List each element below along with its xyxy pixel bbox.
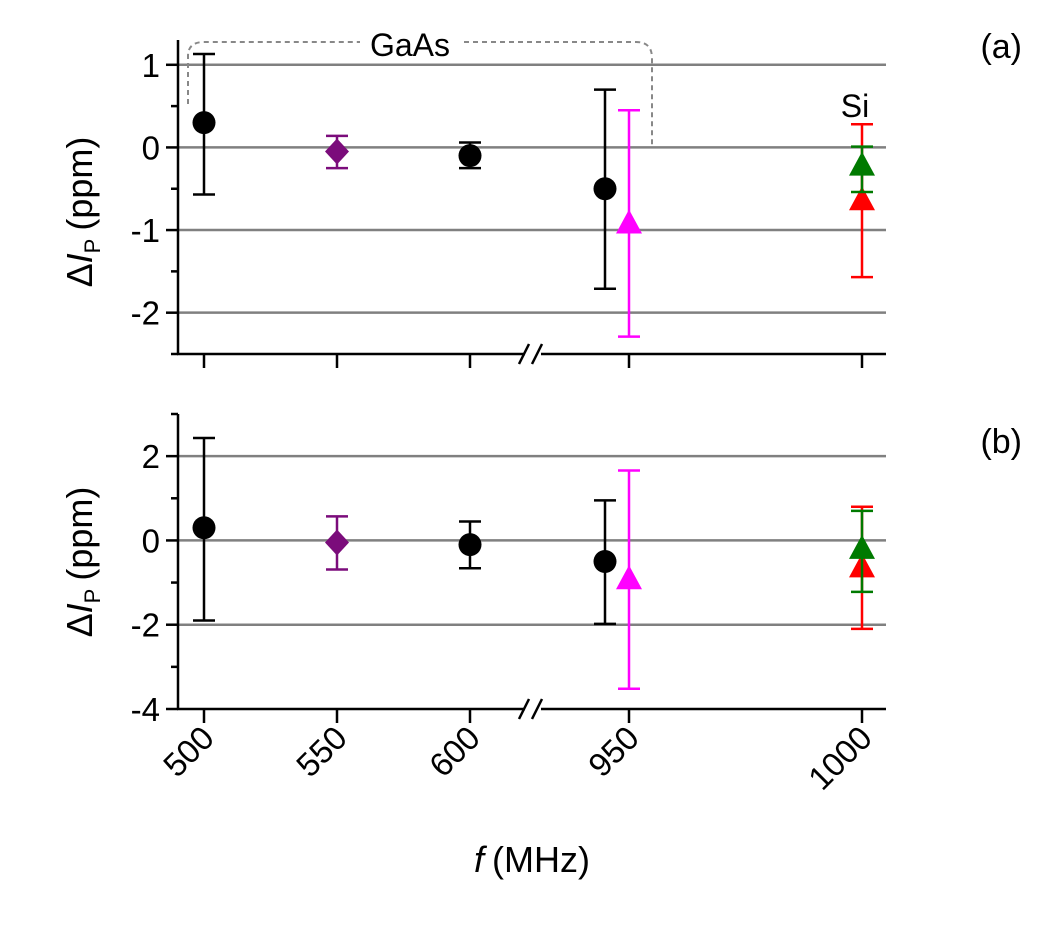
data-point — [616, 469, 642, 691]
y-title-delta: Δ — [59, 263, 100, 287]
marker-circle — [593, 177, 617, 201]
y-tick-label: 2 — [142, 438, 160, 475]
data-point — [616, 108, 642, 338]
axis-break-mark — [517, 698, 531, 720]
y-title-symbol: I — [59, 603, 100, 613]
y-tick-label: -2 — [131, 295, 160, 332]
y-title-unit: (ppm) — [59, 487, 100, 581]
y-tick-label: 1 — [142, 47, 160, 84]
gaas-bracket-line — [187, 41, 653, 148]
y-tick-label: 0 — [142, 522, 160, 559]
marker-triangle — [616, 209, 642, 234]
data-point — [593, 88, 617, 290]
data-point — [458, 141, 482, 170]
axis-break-mark — [517, 343, 531, 365]
data-point — [325, 515, 349, 571]
axis-break-mark — [530, 698, 544, 720]
panel-a: -2 -1 0 1 (a) Si GaAs ΔIP (ppm) — [59, 27, 1022, 368]
data-point — [325, 134, 349, 170]
y-ticks-b: -4 -2 0 2 — [131, 412, 178, 728]
data-points-b — [192, 436, 875, 691]
x-tick-label: 600 — [422, 719, 487, 784]
marker-triangle — [849, 151, 875, 176]
marker-circle — [192, 516, 216, 540]
panel-label-b: (b) — [980, 423, 1022, 461]
x-tick-label: 550 — [289, 719, 354, 784]
y-axis-title-b: ΔIP (ppm) — [59, 487, 105, 638]
si-annotation: Si — [841, 88, 869, 124]
marker-circle — [458, 533, 482, 557]
y-axis-title-a: ΔIP (ppm) — [59, 137, 105, 288]
marker-triangle — [849, 186, 875, 211]
x-tick-labels: 500 550 600 950 1000 — [156, 719, 879, 797]
axes-a — [176, 40, 886, 368]
gaas-label: GaAs — [370, 27, 450, 63]
y-title-sub: P — [80, 239, 105, 254]
x-tick-label: 500 — [156, 719, 221, 784]
panel-b: -4 -2 0 2 (b) ΔIP (ppm) — [59, 412, 1022, 728]
y-tick-label: -4 — [131, 691, 160, 728]
data-point — [458, 520, 482, 570]
x-tick-label: 950 — [581, 719, 646, 784]
marker-circle — [593, 550, 617, 573]
y-tick-label: -2 — [131, 607, 160, 644]
gaas-bracket — [187, 41, 653, 148]
data-point — [192, 436, 216, 622]
gridlines-b — [178, 454, 886, 626]
gridlines-a — [178, 63, 886, 314]
panel-label-a: (a) — [980, 28, 1022, 66]
data-point — [849, 509, 875, 594]
data-points-a — [192, 52, 875, 338]
y-tick-label: -1 — [131, 212, 160, 249]
marker-triangle — [849, 534, 875, 559]
x-axis-title: f (MHz) — [474, 839, 590, 880]
axis-break-mark — [530, 343, 544, 365]
axes-b — [176, 414, 886, 723]
marker-triangle — [616, 565, 642, 590]
y-tick-label: 0 — [142, 129, 160, 166]
y-title-symbol: I — [59, 253, 100, 263]
marker-diamond — [325, 138, 349, 165]
marker-diamond — [325, 529, 349, 556]
data-point — [593, 499, 617, 626]
y-title-sub: P — [80, 589, 105, 604]
data-point — [849, 145, 875, 194]
marker-circle — [192, 111, 216, 135]
x-title-symbol: f — [474, 839, 488, 880]
data-point — [192, 52, 216, 196]
x-tick-label: 1000 — [801, 719, 879, 797]
y-ticks-a: -2 -1 0 1 — [131, 47, 178, 356]
x-title-unit: (MHz) — [492, 839, 590, 880]
y-title-delta: Δ — [59, 613, 100, 637]
marker-circle — [458, 144, 482, 168]
y-title-unit: (ppm) — [59, 137, 100, 231]
